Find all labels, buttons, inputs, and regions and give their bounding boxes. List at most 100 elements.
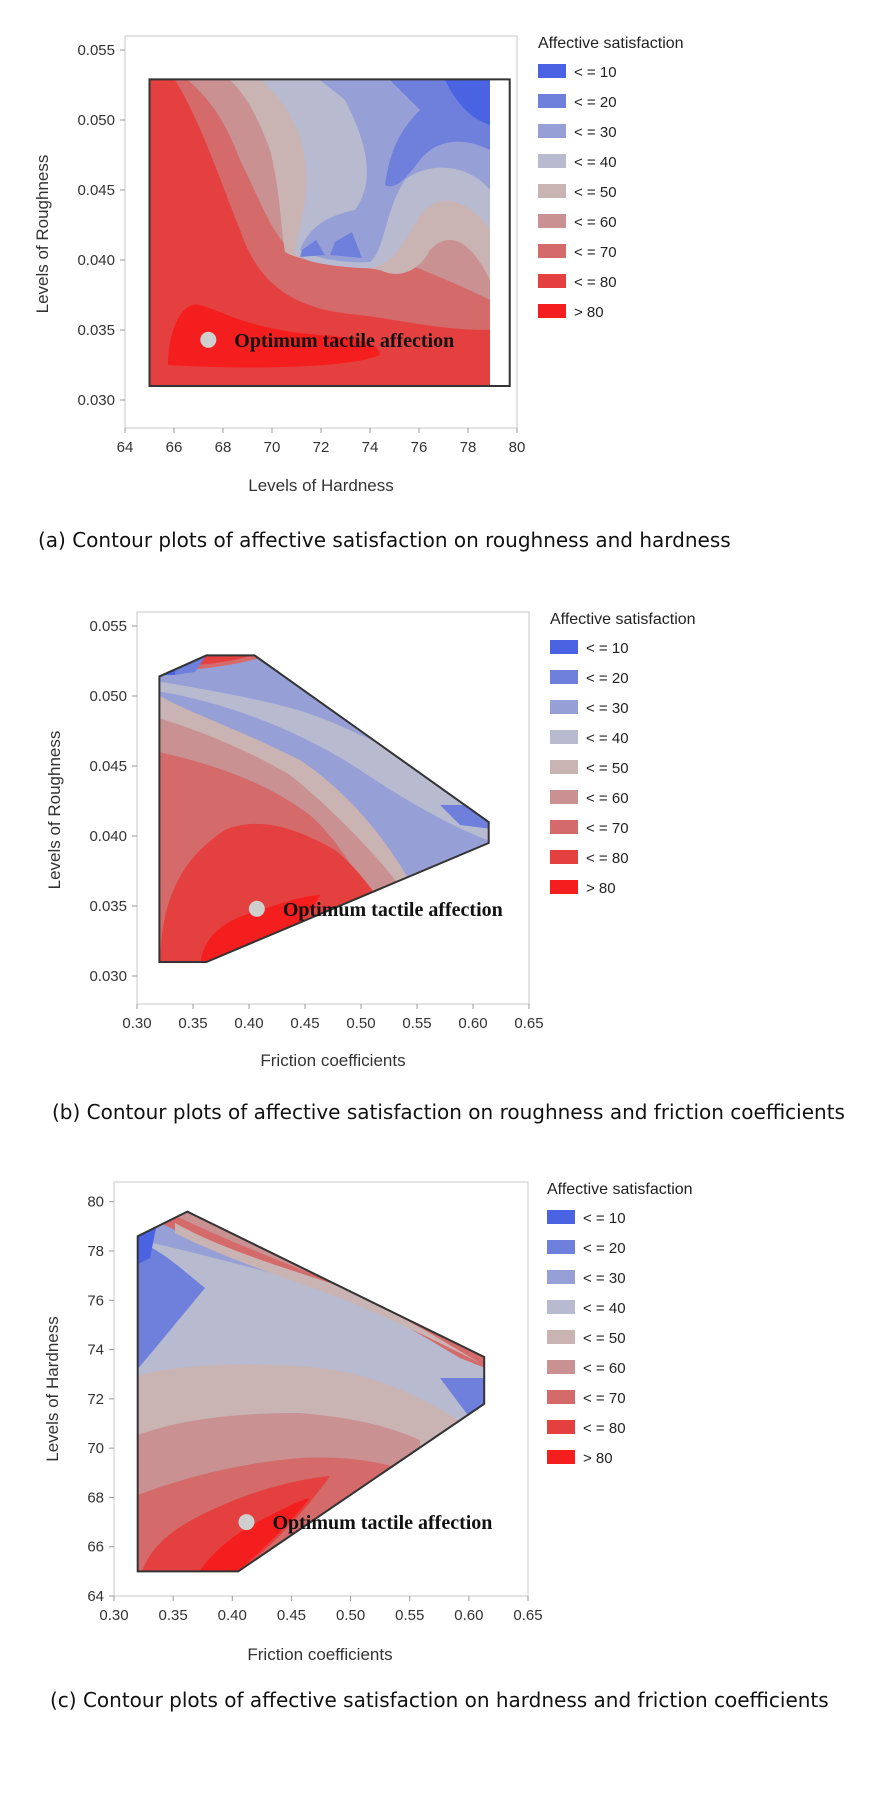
legend-swatch — [538, 244, 566, 258]
y-tick-label: 0.040 — [89, 828, 127, 845]
x-tick-label: 0.65 — [514, 1015, 543, 1032]
y-tick-label: 74 — [87, 1342, 104, 1359]
legend-swatch — [547, 1450, 575, 1464]
legend-label: < = 20 — [583, 1240, 626, 1257]
x-tick-label: 72 — [313, 439, 330, 456]
legend-label: > 80 — [586, 880, 616, 897]
legend-swatch — [550, 760, 578, 774]
legend-label: < = 40 — [583, 1300, 626, 1317]
svg-text:Affective satisfaction: Affective satisfaction — [550, 611, 696, 628]
x-tick-label: 0.60 — [458, 1015, 487, 1032]
legend-swatch — [547, 1210, 575, 1224]
x-axis-label: Friction coefficients — [260, 1051, 405, 1070]
legend-label: < = 70 — [586, 820, 629, 837]
contour-chart-a: 64 66 68 70 72 74 76 78 80 0.030 0.035 0.040 0.045 0.… — [33, 35, 684, 495]
y-tick-label: 72 — [87, 1391, 104, 1408]
y-axis-label: Levels of Roughness — [45, 731, 64, 890]
x-tick-label: 0.30 — [99, 1607, 128, 1624]
legend-swatch — [547, 1390, 575, 1404]
legend-label: < = 10 — [574, 64, 617, 81]
legend-label: < = 20 — [574, 94, 617, 111]
y-tick-label: 0.045 — [89, 758, 127, 775]
x-tick-label: 0.50 — [336, 1607, 365, 1624]
legend-label: < = 60 — [574, 214, 617, 231]
legend-label: < = 70 — [583, 1390, 626, 1407]
tick-labels: 0.30 0.35 0.40 0.45 0.50 0.55 0.60 0.65 64 66 68 70… — [87, 1194, 542, 1624]
y-tick-label: 78 — [87, 1243, 104, 1260]
x-axis-label: Levels of Hardness — [248, 476, 394, 495]
panel-c: 0.30 0.35 0.40 0.45 0.50 0.55 0.60 0.65 64 66 68 70… — [0, 1178, 871, 1796]
caption-a: (a) Contour plots of affective satisfact… — [38, 528, 731, 552]
y-tick-label: 70 — [87, 1440, 104, 1457]
legend-label: > 80 — [574, 304, 604, 321]
x-tick-label: 0.55 — [402, 1015, 431, 1032]
y-tick-label: 80 — [87, 1194, 104, 1211]
y-tick-label: 0.040 — [77, 252, 115, 269]
y-axis-label: Levels of Hardness — [43, 1316, 62, 1462]
legend-label: < = 40 — [586, 730, 629, 747]
legend-label: < = 80 — [586, 850, 629, 867]
x-tick-label: 0.55 — [395, 1607, 424, 1624]
legend-swatch — [547, 1300, 575, 1314]
x-tick-label: 68 — [215, 439, 232, 456]
x-tick-label: 64 — [117, 439, 134, 456]
legend-swatch — [550, 850, 578, 864]
legend: Affective satisfaction < = 10 < = 20 < = 3… — [547, 1181, 693, 1467]
contour-chart-b: 0.30 0.35 0.40 0.45 0.50 0.55 0.60 0.65 0.030 0.0… — [45, 611, 696, 1070]
legend-swatch — [538, 184, 566, 198]
legend-label: < = 30 — [586, 700, 629, 717]
legend-label: < = 30 — [583, 1270, 626, 1287]
y-tick-label: 0.035 — [77, 322, 115, 339]
y-tick-label: 0.030 — [77, 392, 115, 409]
legend-swatch — [550, 880, 578, 894]
panel-a: 64 66 68 70 72 74 76 78 80 0.030 0.035 0.040 0.045 0.… — [0, 0, 871, 560]
x-tick-label: 0.40 — [218, 1607, 247, 1624]
legend: Affective satisfaction < = 10 < = 20 < = 3… — [538, 35, 684, 321]
x-tick-label: 66 — [166, 439, 183, 456]
legend-label: < = 40 — [574, 154, 617, 171]
x-tick-label: 0.45 — [290, 1015, 319, 1032]
legend-label: > 80 — [583, 1450, 613, 1467]
legend-swatch — [547, 1270, 575, 1284]
legend-label: < = 50 — [586, 760, 629, 777]
legend-label: < = 80 — [583, 1420, 626, 1437]
feasible-region-border — [158, 654, 490, 963]
legend-swatch — [550, 670, 578, 684]
x-axis-label: Friction coefficients — [247, 1645, 392, 1664]
panel-b: 0.30 0.35 0.40 0.45 0.50 0.55 0.60 0.65 0.030 0.0… — [0, 600, 871, 1160]
legend-label: < = 60 — [586, 790, 629, 807]
feasible-region-border — [136, 1210, 486, 1573]
y-tick-label: 64 — [87, 1588, 104, 1605]
svg-text:Affective satisfaction: Affective satisfaction — [547, 1181, 693, 1198]
legend-label: < = 10 — [583, 1210, 626, 1227]
caption-b: (b) Contour plots of affective satisfact… — [52, 1100, 845, 1124]
y-tick-label: 0.035 — [89, 898, 127, 915]
legend-swatch — [547, 1240, 575, 1254]
legend-swatch — [550, 700, 578, 714]
legend-label: < = 60 — [583, 1360, 626, 1377]
y-tick-label: 76 — [87, 1292, 104, 1309]
legend-label: < = 20 — [586, 670, 629, 687]
optimum-annotation: Optimum tactile affection — [272, 1512, 492, 1534]
legend-swatch — [547, 1360, 575, 1374]
tick-labels: 0.30 0.35 0.40 0.45 0.50 0.55 0.60 0.65 0.030 0.0… — [89, 618, 543, 1032]
feasible-region-border — [148, 78, 511, 387]
legend: Affective satisfaction < = 10 < = 20 < = 3… — [550, 611, 696, 897]
svg-text:Affective satisfaction: Affective satisfaction — [538, 35, 684, 52]
x-tick-label: 0.40 — [234, 1015, 263, 1032]
y-tick-label: 0.055 — [89, 618, 127, 635]
x-tick-label: 0.65 — [513, 1607, 542, 1624]
legend-label: < = 70 — [574, 244, 617, 261]
legend-swatch — [547, 1420, 575, 1434]
legend-swatch — [550, 730, 578, 744]
y-tick-label: 0.045 — [77, 182, 115, 199]
legend-swatch — [547, 1330, 575, 1344]
legend-swatch — [538, 214, 566, 228]
x-tick-label: 78 — [460, 439, 477, 456]
x-tick-label: 0.35 — [178, 1015, 207, 1032]
tick-labels: 64 66 68 70 72 74 76 78 80 0.030 0.035 0.040 0.045 0.… — [77, 42, 525, 456]
optimum-annotation: Optimum tactile affection — [234, 330, 454, 352]
y-tick-label: 0.050 — [89, 688, 127, 705]
legend-swatch — [550, 820, 578, 834]
legend-label: < = 50 — [574, 184, 617, 201]
